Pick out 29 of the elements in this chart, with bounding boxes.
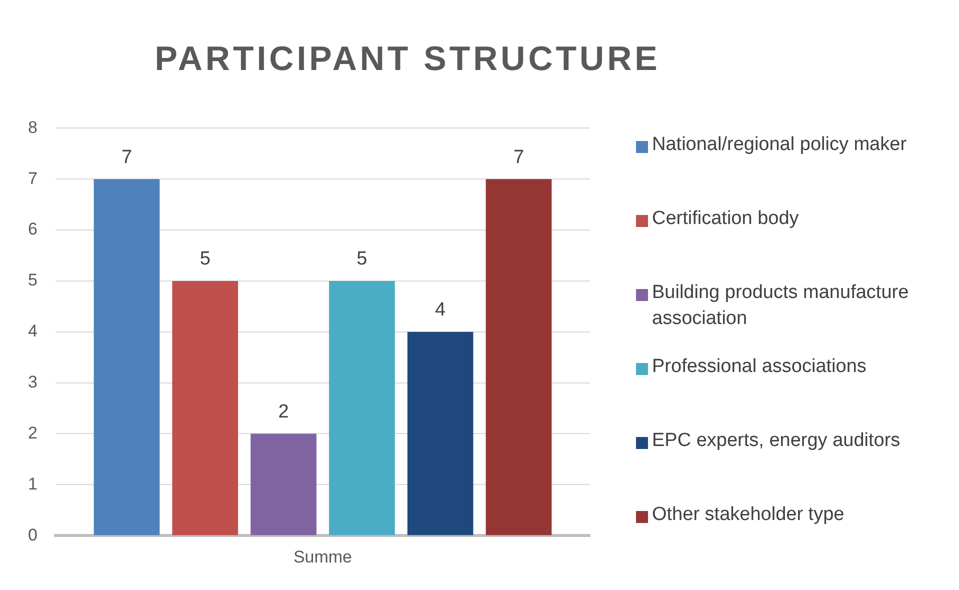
data-label: 5	[200, 248, 210, 270]
bar	[250, 434, 316, 536]
x-tick-label: Summe	[293, 547, 352, 566]
legend-label: National/regional policy maker	[652, 133, 908, 157]
chart-title: PARTICIPANT STRUCTURE	[154, 40, 662, 79]
y-tick-label: 8	[28, 118, 38, 137]
y-tick-label: 4	[28, 322, 38, 341]
bar	[94, 179, 160, 536]
legend-label: Certification body	[652, 207, 800, 231]
y-tick-label: 6	[28, 220, 38, 239]
y-tick-label: 7	[28, 168, 38, 188]
y-tick-label: 0	[28, 525, 38, 544]
legend-label: Professional associations	[652, 355, 868, 379]
bar	[407, 332, 474, 536]
data-label: 2	[278, 401, 289, 422]
data-label: 4	[435, 300, 446, 321]
bar	[486, 179, 552, 536]
y-tick-label: 1	[28, 474, 38, 494]
y-tick-label: 3	[28, 372, 38, 392]
bar	[172, 280, 238, 536]
data-label: 5	[356, 248, 368, 270]
data-label: 7	[513, 146, 524, 168]
legend-label: EPC experts, energy auditors	[652, 429, 902, 453]
legend-label: Building products manufacture association	[652, 281, 910, 331]
bar	[329, 280, 395, 536]
data-label: 7	[121, 146, 132, 168]
legend-label: Other stakeholder type	[652, 503, 846, 527]
y-tick-label: 5	[28, 270, 38, 290]
y-tick-label: 2	[28, 423, 38, 442]
